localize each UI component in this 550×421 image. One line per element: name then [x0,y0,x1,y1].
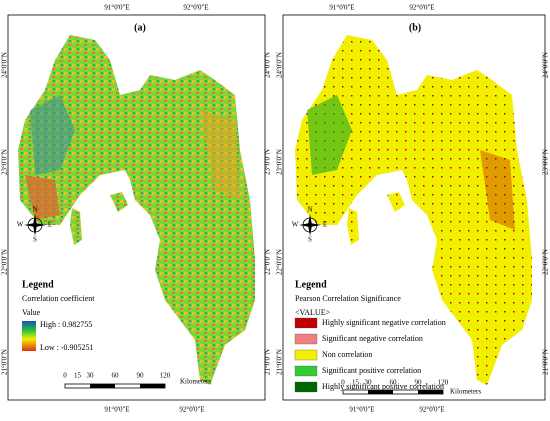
legend-label: Highly significant positive correlation [322,382,444,391]
lat-label: 22°0'0"N [1,249,9,275]
lat-label: 22°0'0"N [542,249,550,275]
lat-label: 23°0'0"N [276,149,284,175]
legend-high: High : 0.982755 [40,320,92,329]
scale-tick: 60 [112,372,120,380]
legend-value-label: <VALUE> [295,308,331,317]
scale-tick: 0 [63,372,67,380]
lon-label: 92°0'0"E [179,406,204,414]
panel-a-map [7,14,266,401]
lat-label: 22°0'0"N [264,249,272,275]
lon-label: 92°0'0"E [409,4,434,12]
scale-tick: 15 [74,372,82,380]
compass-s: S [308,236,312,244]
panel-label: (a) [134,22,146,33]
scale-bar [368,390,393,394]
lon-label: 92°0'0"E [419,406,444,414]
lat-label: 22°0'0"N [276,249,284,275]
scale-tick: 120 [160,372,171,380]
scale-unit: Kilometers [450,388,481,396]
scale-unit: Kilometers [180,378,211,386]
lat-label: 24°0'0"N [264,52,272,78]
legend-swatch [294,365,318,377]
panel-b-map [282,14,546,401]
scale-tick: 15 [352,379,360,387]
legend-swatch [294,349,318,361]
lat-label: 21°0'0"N [264,349,272,375]
compass-w: W [292,221,299,229]
legend-value-label: Value [22,308,41,317]
scale-bar [140,384,165,388]
legend-swatch [294,317,318,329]
scale-bar [90,384,115,388]
lat-label: 23°0'0"N [264,149,272,175]
lon-label: 91°0'0"E [349,406,374,414]
lat-label: 21°0'0"N [1,349,9,375]
legend-subtitle: Pearson Correlation Significance [295,294,401,303]
scale-tick: 30 [365,379,373,387]
color-ramp [22,321,36,351]
legend-label: Significant negative correlation [322,334,423,343]
scale-tick: 90 [415,379,423,387]
compass-w: W [17,221,24,229]
legend-title: Legend [295,279,327,290]
scale-tick: 0 [341,379,345,387]
compass-e: E [323,221,327,229]
compass [299,214,321,236]
legend-label: Non correlation [322,350,372,359]
lat-label: 24°0'0"N [1,52,9,78]
lon-label: 92°0'0"E [183,4,208,12]
legend-label: Significant positive correlation [322,366,421,375]
lon-label: 91°0'0"E [104,4,129,12]
scale-tick: 120 [438,379,449,387]
compass-e: E [48,221,52,229]
lat-label: 21°0'0"N [542,349,550,375]
panel-label: (b) [409,22,421,33]
compass [24,214,46,236]
legend-subtitle: Correlation coefficient [22,294,95,303]
scale-tick: 60 [390,379,398,387]
compass-s: S [33,236,37,244]
legend-title: Legend [22,279,54,290]
lat-label: 24°0'0"N [276,52,284,78]
lon-label: 91°0'0"E [104,406,129,414]
lat-label: 24°0'0"N [542,52,550,78]
compass-n: N [307,206,312,214]
lat-label: 23°0'0"N [542,149,550,175]
lat-label: 21°0'0"N [276,349,284,375]
legend-low: Low : -0.905251 [40,343,94,352]
lon-label: 91°0'0"E [329,4,354,12]
compass-n: N [32,206,37,214]
legend-label: Highly significant negative correlation [322,318,446,327]
scale-tick: 90 [137,372,145,380]
legend-swatch [294,381,318,393]
scale-bar [418,390,443,394]
lat-label: 23°0'0"N [1,149,9,175]
scale-tick: 30 [87,372,95,380]
legend-swatch [294,333,318,345]
